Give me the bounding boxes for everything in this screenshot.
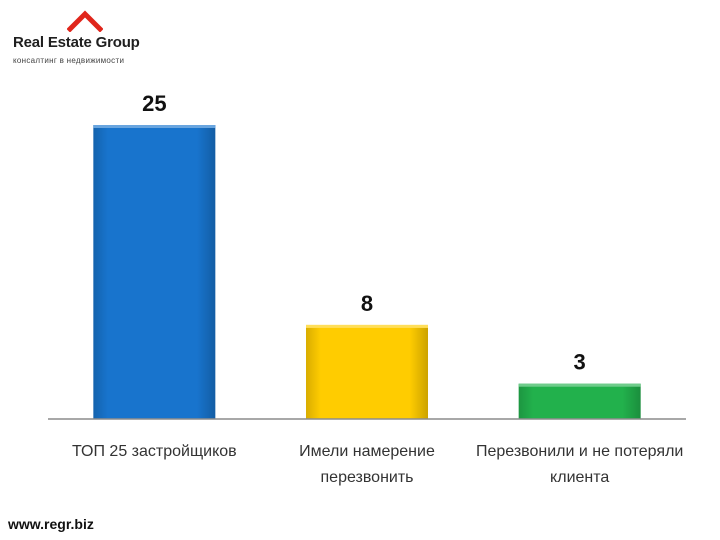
category-label-3-line-2: клиента [550,469,609,486]
logo-tagline: консалтинг в недвижимости [13,56,125,65]
bar-3 [518,383,641,419]
category-label-2-line-2: перезвонить [321,469,414,486]
bar-3-highlight [518,383,641,387]
bar-2-highlight [306,324,428,328]
data-label-2: 8 [361,291,373,316]
company-logo: Real Estate Group консалтинг в недвижимо… [12,8,182,70]
category-label-2: Имели намерение перезвонить [299,443,435,486]
category-label-3-line-1: Перезвонили и не потеряли [476,443,683,460]
logo-name: Real Estate Group [13,34,140,51]
footer-url: www.regr.biz [8,516,94,532]
category-label-1-line-1: ТОП 25 застройщиков [72,443,237,460]
bar-1-highlight [93,125,216,128]
category-label-2-line-1: Имели намерение [299,443,435,460]
bars-layer [93,125,641,419]
roof-icon [67,10,103,32]
data-label-3: 3 [574,350,586,375]
data-label-1: 25 [142,91,166,116]
category-label-3: Перезвонили и не потеряли клиента [476,443,683,486]
labels-layer: 25 ТОП 25 застройщиков 8 Имели намерение пер… [72,91,683,486]
bar-2 [306,324,428,419]
category-label-1: ТОП 25 застройщиков [72,443,237,460]
bar-1 [93,125,216,419]
